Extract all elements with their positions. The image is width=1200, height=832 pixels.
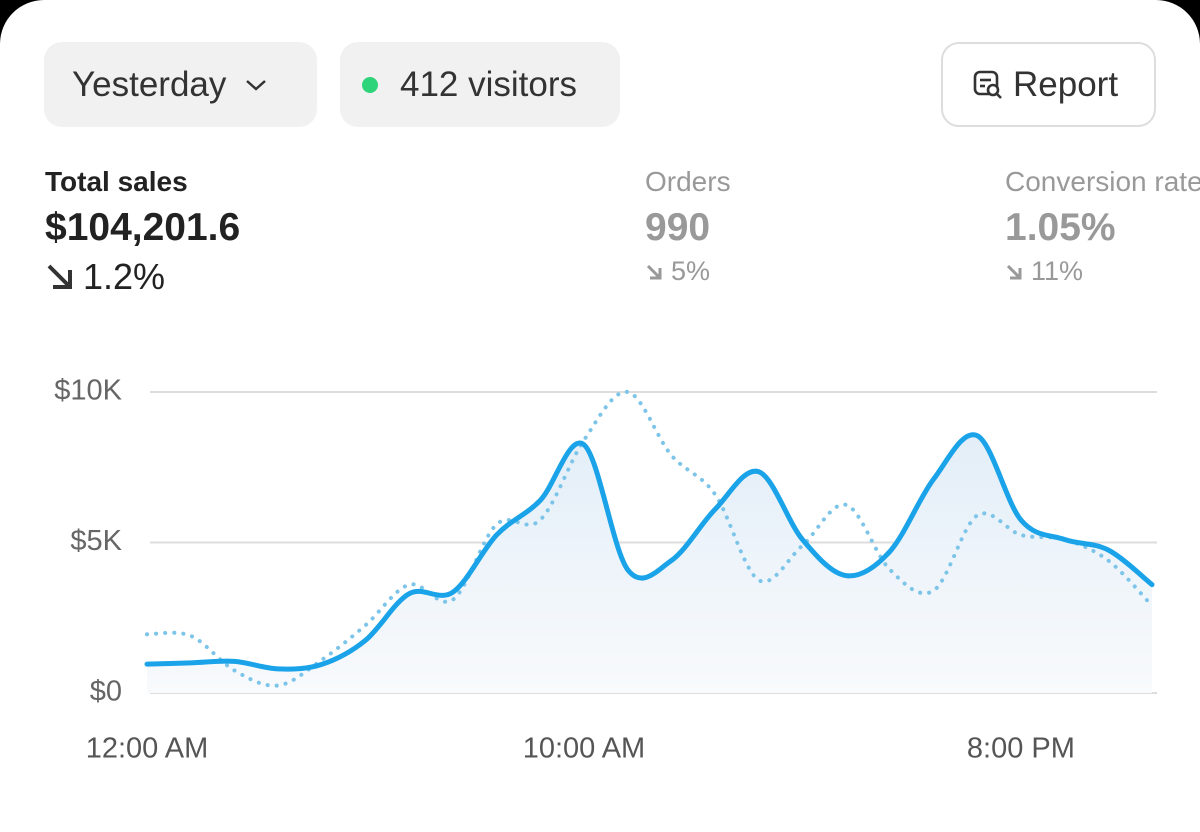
down-arrow-icon bbox=[47, 264, 72, 289]
x-tick-label: 8:00 PM bbox=[967, 733, 1075, 765]
date-filter-label: Yesterday bbox=[72, 64, 227, 104]
metric-value: $104,201.6 bbox=[45, 206, 241, 249]
live-dot bbox=[362, 76, 378, 93]
metric-change: 11% bbox=[1005, 256, 1200, 287]
metric-label: Conversion rate bbox=[1005, 166, 1200, 197]
metric-label: Total sales bbox=[45, 166, 188, 197]
y-tick-label: $0 bbox=[90, 676, 122, 708]
metric-change-text: 1.2% bbox=[83, 256, 166, 297]
chevron-icon bbox=[246, 79, 267, 91]
y-tick-label: $5K bbox=[70, 525, 122, 557]
series-line bbox=[145, 389, 1154, 688]
metric-change: 1.2% bbox=[45, 256, 240, 298]
metric-orders[interactable]: Orders 990 5% bbox=[645, 166, 731, 287]
report-button[interactable]: Report bbox=[941, 42, 1156, 127]
down-arrow-icon bbox=[1006, 264, 1022, 279]
report-icon bbox=[973, 70, 1002, 99]
metric-total-sales[interactable]: Total sales $104,201.6 1.2% bbox=[45, 166, 240, 298]
metric-change-text: 11% bbox=[1031, 256, 1084, 286]
metric-conversion[interactable]: Conversion rate 1.05% 11% bbox=[1005, 166, 1200, 287]
visitors-text: 412 visitors bbox=[400, 64, 578, 104]
metric-value: 990 bbox=[645, 206, 711, 249]
x-tick-label: 12:00 AM bbox=[86, 733, 209, 765]
metric-value: 1.05% bbox=[1005, 206, 1116, 249]
x-tick-label: 10:00 AM bbox=[523, 733, 646, 765]
metric-change-text: 5% bbox=[671, 256, 711, 286]
series-line bbox=[144, 432, 1155, 672]
metric-label: Orders bbox=[645, 166, 731, 197]
y-tick-label: $10K bbox=[54, 375, 122, 407]
visitors-pill: 412 visitors bbox=[340, 42, 620, 127]
down-arrow-icon bbox=[646, 264, 662, 279]
report-label: Report bbox=[1013, 64, 1119, 104]
date-filter[interactable]: Yesterday bbox=[44, 42, 317, 127]
metric-change: 5% bbox=[645, 256, 731, 287]
area bbox=[147, 434, 1152, 693]
